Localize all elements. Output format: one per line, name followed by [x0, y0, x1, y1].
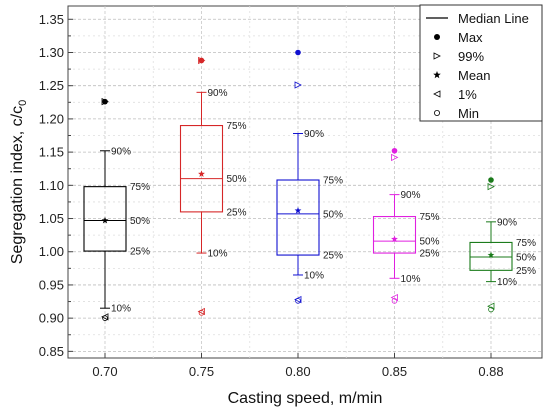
box-iqr: [372, 215, 417, 254]
x-tick-label: 0.88: [478, 364, 503, 379]
mean-marker: [391, 235, 398, 243]
percentile-label-p90: 90%: [304, 129, 324, 140]
percentile-label-p10: 10%: [401, 274, 421, 285]
box-iqr: [276, 179, 320, 256]
p99-marker: [198, 56, 206, 65]
y-axis-title-main: Segregation index, c/c: [9, 106, 26, 264]
percentile-label-p25: 25%: [516, 266, 536, 277]
percentile-label-p90: 90%: [208, 88, 228, 99]
min-marker: [295, 298, 301, 304]
percentile-label-p90: 90%: [497, 217, 517, 228]
x-axis-title: Casting speed, m/min: [228, 390, 383, 407]
legend-min-marker: [433, 110, 440, 117]
percentile-label-p25: 25%: [323, 251, 343, 262]
x-axis-ticks: 0.70 0.75 0.80 0.85 0.88: [92, 353, 504, 379]
min-marker: [102, 315, 108, 321]
y-tick-label: 1.15: [39, 145, 64, 160]
y-tick-label: 0.85: [39, 344, 64, 359]
p1-marker: [294, 295, 302, 304]
p1-marker: [487, 302, 495, 310]
mean-marker: [294, 206, 302, 214]
mean-marker: [101, 216, 109, 224]
x-tick-label: 0.75: [189, 364, 214, 379]
x-tick-label: 0.80: [285, 364, 310, 379]
p99-marker: [294, 81, 302, 89]
mean-marker: [198, 170, 205, 177]
box-group: 90% 75% 50%25% 10%: [372, 147, 440, 304]
y-tick-label: 0.95: [39, 277, 64, 292]
legend-p1-label: 1%: [458, 87, 477, 102]
y-tick-label: 1.10: [39, 178, 64, 193]
max-marker: [391, 147, 398, 154]
min-marker: [391, 298, 398, 304]
percentile-label-p90: 90%: [401, 190, 421, 201]
p1-marker: [197, 307, 205, 316]
box-group: 90% 75% 50% 25% 10%: [83, 97, 150, 321]
legend-max-marker: [434, 34, 440, 40]
percentile-label-p25: 25%: [227, 207, 247, 218]
plot-frame: [67, 5, 543, 359]
y-axis-title-subscript: 0: [17, 100, 29, 106]
legend-max-label: Max: [458, 30, 483, 45]
p99-marker: [391, 153, 399, 162]
percentile-label-p10: 10%: [111, 304, 131, 315]
percentile-label-p50: 50%: [227, 174, 247, 185]
x-tick-label: 0.70: [92, 364, 117, 379]
mean-marker: [487, 251, 495, 258]
legend-p99-label: 99%: [458, 49, 484, 64]
box-series: 90%75%50%25%10%90%75%50%25%10%90%75%50%2…: [83, 49, 536, 321]
percentile-label-p75: 75%: [516, 238, 536, 249]
y-axis-title: Segregation index, c/c0: [9, 100, 29, 264]
y-tick-label: 1.35: [39, 12, 64, 27]
percentile-label-p75: 75%: [420, 212, 440, 223]
percentile-label-p75: 75%: [130, 182, 150, 193]
max-marker: [102, 98, 108, 105]
percentile-label-p90: 90%: [111, 146, 131, 157]
box-group: 90% 75% 50% 25% 10%: [276, 49, 343, 304]
box-iqr: [83, 186, 127, 252]
p99-marker: [487, 183, 495, 191]
percentile-label-p50: 50%: [420, 237, 440, 248]
legend-p99-marker: [433, 52, 441, 60]
min-marker: [198, 310, 205, 316]
p1-marker: [101, 313, 109, 321]
y-tick-label: 1.30: [39, 45, 64, 60]
p1-marker: [390, 293, 398, 302]
legend: Median Line Max 99% Mean 1% Min: [419, 4, 543, 122]
legend-min-label: Min: [458, 106, 479, 121]
y-tick-label: 0.90: [39, 311, 64, 326]
percentile-label-p75: 75%: [227, 121, 247, 132]
percentile-label-p50: 50%: [130, 216, 150, 227]
box-iqr: [179, 124, 224, 213]
legend-median-label: Median Line: [458, 11, 529, 26]
legend-mean-marker: [433, 71, 441, 79]
max-marker: [488, 177, 494, 183]
percentile-label-p10: 10%: [497, 277, 517, 288]
legend-p1-marker: [433, 90, 441, 98]
legend-mean-label: Mean: [458, 68, 491, 83]
y-tick-label: 1.05: [39, 211, 64, 226]
legend-box: [419, 4, 543, 122]
p99-marker: [101, 97, 109, 106]
y-tick-label: 1.00: [39, 244, 64, 259]
y-axis-ticks: 0.85 0.90 0.95 1.00 1.05 1.10 1.15 1.20 1.25 1.30…: [39, 12, 73, 359]
y-tick-label: 1.20: [39, 111, 64, 126]
percentile-label-p25: 25%: [130, 247, 150, 258]
percentile-label-p50: 50%: [516, 253, 536, 264]
percentile-label-p50: 50%: [323, 209, 343, 220]
x-tick-label: 0.85: [382, 364, 407, 379]
max-marker: [295, 49, 301, 56]
y-tick-label: 1.25: [39, 78, 64, 93]
box-iqr: [469, 241, 513, 271]
box-group: 90% 75% 50% 25%10%: [469, 177, 536, 313]
max-marker: [198, 57, 205, 64]
percentile-label-p10: 10%: [304, 270, 324, 281]
percentile-label-p10: 10%: [208, 249, 228, 260]
percentile-label-p25: 25%: [420, 249, 440, 260]
min-marker: [488, 306, 494, 313]
box-group: 90% 75% 50% 25% 10%: [179, 56, 247, 316]
percentile-label-p75: 75%: [323, 176, 343, 187]
